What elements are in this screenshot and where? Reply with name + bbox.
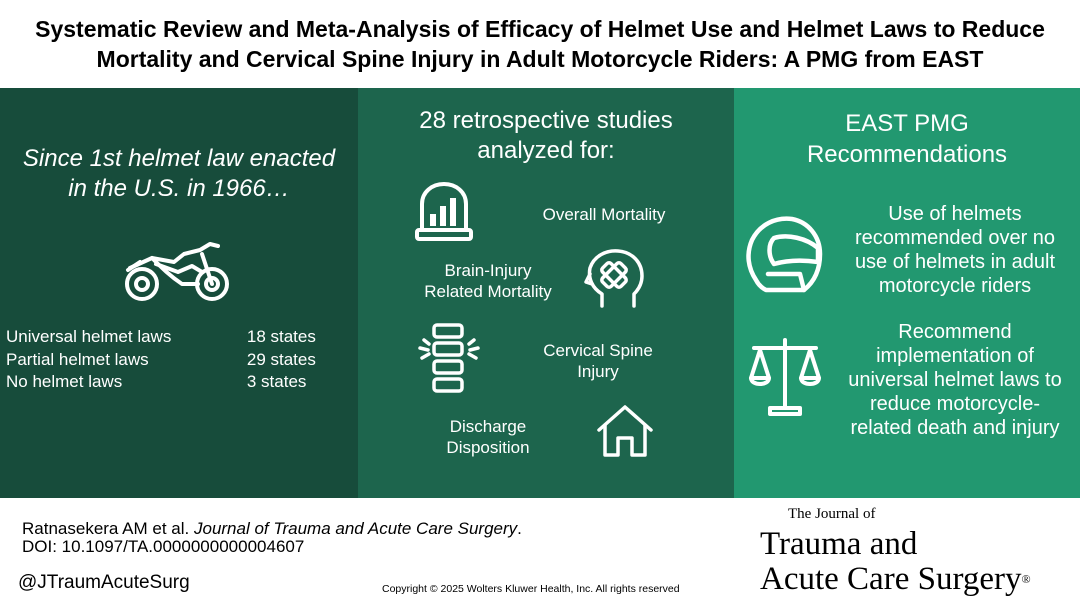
rec1-line: Use of helmets — [888, 203, 1022, 225]
history-heading-line-2: in the U.S. in 1966… — [68, 175, 290, 202]
discharge-label: Discharge Disposition — [418, 416, 558, 458]
home-icon — [597, 405, 653, 457]
rec2-line: universal helmet laws to — [848, 369, 1062, 391]
brain-mortality-line-2: Related Mortality — [424, 282, 552, 301]
citation-end: . — [517, 519, 522, 538]
law-count: 3 states — [246, 372, 307, 391]
studies-heading: 28 retrospective studies analyzed for: — [358, 106, 734, 166]
law-row: No helmet laws 3 states — [6, 371, 346, 394]
rec2-line: Recommend — [898, 321, 1012, 343]
brain-mortality-label: Brain-Injury Related Mortality — [408, 260, 568, 302]
twitter-handle: @JTraumAcuteSurg — [18, 572, 190, 593]
registered-mark: ® — [1021, 572, 1031, 586]
motorcycle-icon — [125, 242, 229, 301]
journal-logo-line-2: Acute Care Surgery® — [760, 561, 1031, 597]
title-line-2: Mortality and Cervical Spine Injury in A… — [96, 46, 984, 72]
history-heading: Since 1st helmet law enacted in the U.S.… — [0, 144, 358, 204]
recommendations-heading-line-1: EAST PMG — [845, 110, 969, 137]
rec2-line: related death and injury — [850, 417, 1060, 439]
brain-mortality-line-1: Brain-Injury — [444, 261, 532, 280]
title-line-1: Systematic Review and Meta-Analysis of E… — [35, 16, 1045, 42]
discharge-line-2: Disposition — [446, 438, 530, 457]
scales-icon — [749, 338, 821, 416]
rec1-line: motorcycle riders — [878, 275, 1032, 297]
cervical-spine-line-2: Injury — [577, 362, 619, 381]
law-name: Universal helmet laws — [6, 327, 172, 346]
law-name: Partial helmet laws — [6, 349, 149, 369]
journal-logo-prefix: The Journal of — [788, 506, 876, 522]
citation-authors: Ratnasekera AM et al. — [22, 519, 194, 538]
studies-heading-line-1: 28 retrospective studies — [419, 107, 673, 134]
helmet-law-table: Universal helmet laws 18 states Partial … — [6, 326, 346, 394]
helmet-icon — [746, 216, 823, 293]
tombstone-chart-icon — [415, 182, 473, 241]
cervical-spine-line-1: Cervical Spine — [543, 341, 653, 360]
recommendations-panel: EAST PMG Recommendations Use of helmets … — [734, 88, 1080, 498]
page-title: Systematic Review and Meta-Analysis of E… — [0, 14, 1080, 74]
citation: Ratnasekera AM et al. Journal of Trauma … — [22, 520, 522, 556]
copyright: Copyright © 2025 Wolters Kluwer Health, … — [382, 583, 680, 595]
rec1-line: recommended over no — [854, 227, 1056, 249]
citation-line: Ratnasekera AM et al. Journal of Trauma … — [22, 520, 522, 538]
overall-mortality-label: Overall Mortality — [542, 205, 666, 224]
law-row: Partial helmet laws 29 states — [6, 349, 346, 372]
spine-icon — [418, 323, 480, 393]
journal-logo-name: Acute Care Surgery — [760, 561, 1022, 597]
helmet-law-history-panel: Since 1st helmet law enacted in the U.S.… — [0, 88, 358, 498]
law-row: Universal helmet laws 18 states — [6, 326, 346, 349]
cervical-spine-label: Cervical Spine Injury — [508, 340, 688, 382]
studies-panel: 28 retrospective studies analyzed for: O… — [358, 88, 734, 498]
law-count: 29 states — [246, 349, 316, 369]
recommendation-universal-laws: Recommend implementation of universal he… — [832, 320, 1078, 440]
head-bandage-icon — [584, 249, 644, 308]
rec2-line: reduce motorcycle- — [869, 393, 1041, 415]
studies-heading-line-2: analyzed for: — [477, 137, 615, 164]
recommendations-heading: EAST PMG Recommendations — [734, 108, 1080, 170]
citation-journal: Journal of Trauma and Acute Care Surgery — [193, 519, 518, 538]
history-heading-line-1: Since 1st helmet law enacted — [22, 145, 336, 172]
rec2-line: implementation of — [876, 345, 1034, 367]
discharge-line-1: Discharge — [449, 417, 527, 436]
recommendations-heading-line-2: Recommendations — [806, 141, 1008, 168]
doi: DOI: 10.1097/TA.0000000000004607 — [22, 537, 305, 556]
law-name: No helmet laws — [6, 372, 123, 391]
law-count: 18 states — [246, 327, 316, 346]
rec1-line: use of helmets in adult — [854, 251, 1056, 273]
journal-logo-line-1: Trauma and — [760, 526, 918, 562]
recommendation-helmet-use: Use of helmets recommended over no use o… — [832, 202, 1078, 298]
